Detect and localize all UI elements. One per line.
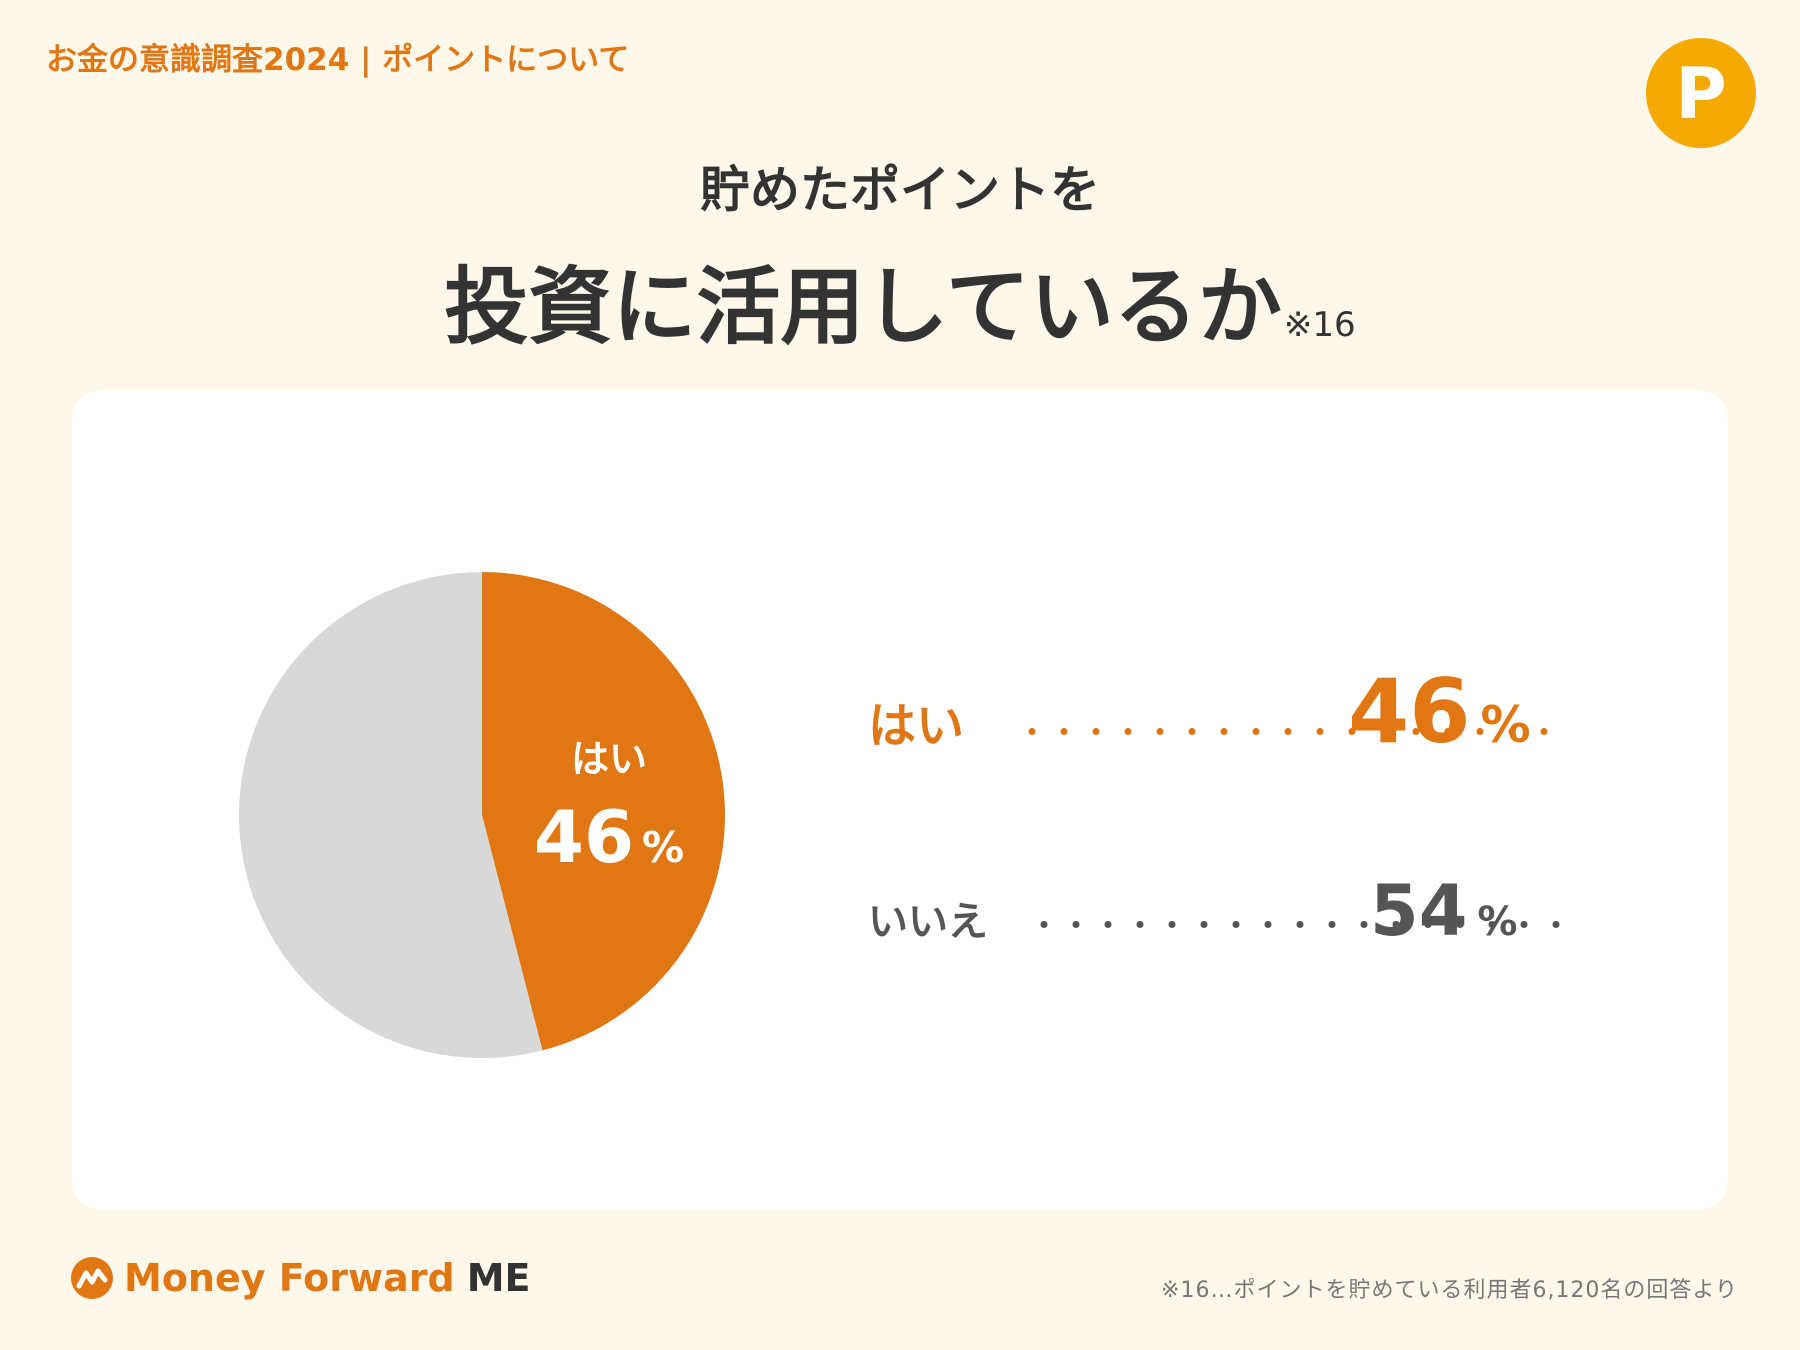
- pie-chart: はい 46%: [238, 572, 725, 1058]
- pie-slice-yes: [482, 572, 725, 1051]
- brand-name-suffix: ME: [466, 1256, 531, 1300]
- point-badge-icon: P: [1646, 38, 1756, 148]
- legend-label-yes: はい: [868, 698, 965, 754]
- legend-row-no: いいえ ・・・・・・・・・・・・・・・・・ 54 %: [868, 870, 1575, 952]
- chart-card: はい 46% はい ・・・・・・・・・・・・・・・・・ 46 % いいえ ・・・・…: [72, 390, 1728, 1210]
- legend-value-yes: 46: [1348, 660, 1471, 763]
- footnote: ※16…ポイントを貯めている利用者6,120名の回答より: [1161, 1278, 1738, 1303]
- header-tag: お金の意識調査2024 | ポイントについて: [46, 42, 630, 78]
- legend-dots-no: ・・・・・・・・・・・・・・・・・: [1030, 909, 1575, 942]
- money-forward-logo-icon: [71, 1257, 113, 1299]
- point-badge-letter: P: [1675, 53, 1727, 135]
- chart-title-main: 投資に活用しているか: [444, 258, 1282, 356]
- pie-inner-category: はい: [571, 737, 647, 781]
- pie-inner-label: はい 46%: [534, 737, 684, 879]
- pie-inner-value: 46%: [534, 795, 684, 879]
- chart-title-line1: 貯めたポイントを: [700, 161, 1100, 219]
- legend-dots-yes: ・・・・・・・・・・・・・・・・・: [1018, 716, 1563, 749]
- pie-slice-no: [238, 572, 543, 1058]
- legend-value-no: 54: [1370, 870, 1468, 952]
- legend-unit-yes: %: [1480, 696, 1531, 754]
- chart-title-line2: 投資に活用しているか※16: [0, 240, 1800, 361]
- legend-label-no: いいえ: [868, 899, 988, 945]
- brand-name: Money Forward ME: [124, 1256, 530, 1300]
- brand-logo: Money Forward ME: [70, 1256, 530, 1300]
- title-note-ref: ※16: [1283, 305, 1356, 345]
- legend-row-yes: はい ・・・・・・・・・・・・・・・・・ 46 %: [868, 660, 1563, 763]
- brand-name-main: Money Forward: [124, 1256, 455, 1300]
- legend-unit-no: %: [1477, 899, 1518, 945]
